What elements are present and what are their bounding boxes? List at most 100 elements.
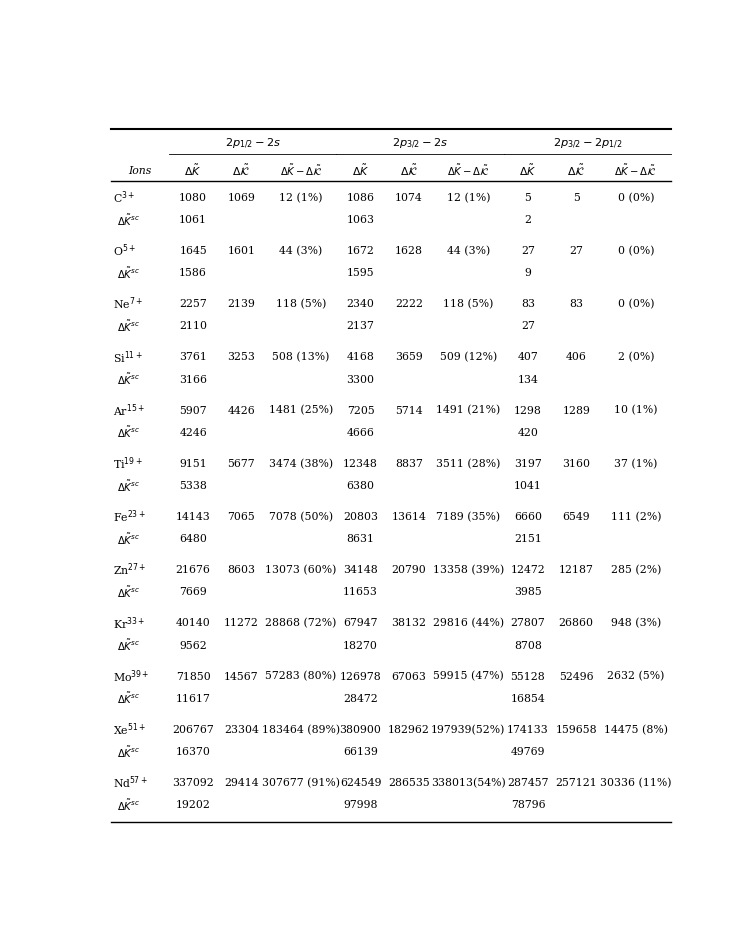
Text: 624549: 624549	[340, 777, 381, 787]
Text: 4168: 4168	[347, 352, 374, 362]
Text: 66139: 66139	[343, 746, 378, 756]
Text: 5338: 5338	[179, 480, 207, 490]
Text: 5: 5	[573, 193, 580, 202]
Text: 1628: 1628	[395, 245, 423, 256]
Text: Fe$^{23+}$: Fe$^{23+}$	[113, 508, 145, 525]
Text: 11272: 11272	[224, 618, 259, 628]
Text: Mo$^{39+}$: Mo$^{39+}$	[113, 667, 149, 684]
Text: 1086: 1086	[347, 193, 374, 202]
Text: 1298: 1298	[514, 405, 542, 415]
Text: 182962: 182962	[388, 724, 430, 734]
Text: 380900: 380900	[339, 724, 381, 734]
Text: 1063: 1063	[347, 214, 374, 225]
Text: Nd$^{57+}$: Nd$^{57+}$	[113, 774, 148, 790]
Text: 12348: 12348	[343, 459, 378, 468]
Text: 2137: 2137	[347, 321, 374, 331]
Text: 97998: 97998	[343, 799, 377, 810]
Text: $2p_{3/2} - 2s$: $2p_{3/2} - 2s$	[392, 137, 448, 151]
Text: $\Delta\tilde{K}^{sc}$: $\Delta\tilde{K}^{sc}$	[117, 637, 140, 652]
Text: $\Delta\tilde{K}^{sc}$: $\Delta\tilde{K}^{sc}$	[117, 584, 140, 599]
Text: 28472: 28472	[343, 694, 378, 703]
Text: 174133: 174133	[507, 724, 549, 734]
Text: 44 (3%): 44 (3%)	[446, 245, 490, 256]
Text: 21676: 21676	[176, 564, 210, 575]
Text: O$^{5+}$: O$^{5+}$	[113, 242, 136, 259]
Text: 3474 (38%): 3474 (38%)	[269, 458, 333, 468]
Text: 118 (5%): 118 (5%)	[443, 299, 494, 309]
Text: 2222: 2222	[395, 299, 423, 309]
Text: 38132: 38132	[391, 618, 426, 628]
Text: 78796: 78796	[511, 799, 545, 810]
Text: 420: 420	[518, 428, 539, 437]
Text: $\Delta\tilde{K} - \Delta\tilde{\mathcal{K}}$: $\Delta\tilde{K} - \Delta\tilde{\mathcal…	[447, 163, 490, 178]
Text: 4426: 4426	[228, 405, 255, 415]
Text: 40140: 40140	[176, 618, 210, 628]
Text: 6549: 6549	[562, 511, 590, 521]
Text: 1069: 1069	[228, 193, 255, 202]
Text: 406: 406	[565, 352, 586, 362]
Text: 8837: 8837	[395, 459, 422, 468]
Text: C$^{3+}$: C$^{3+}$	[113, 189, 135, 206]
Text: 4246: 4246	[179, 428, 207, 437]
Text: 12187: 12187	[559, 564, 594, 575]
Text: 8631: 8631	[347, 534, 374, 544]
Text: 83: 83	[569, 299, 583, 309]
Text: 2 (0%): 2 (0%)	[617, 352, 654, 362]
Text: 1491 (21%): 1491 (21%)	[436, 405, 500, 416]
Text: 111 (2%): 111 (2%)	[610, 511, 661, 521]
Text: 27: 27	[521, 321, 535, 331]
Text: 4666: 4666	[347, 428, 374, 437]
Text: 337092: 337092	[172, 777, 214, 787]
Text: 118 (5%): 118 (5%)	[276, 299, 326, 309]
Text: 183464 (89%): 183464 (89%)	[262, 724, 340, 734]
Text: $\Delta\tilde{K}$: $\Delta\tilde{K}$	[184, 163, 201, 178]
Text: 257121: 257121	[555, 777, 597, 787]
Text: 7205: 7205	[347, 405, 374, 415]
Text: 37 (1%): 37 (1%)	[614, 458, 658, 468]
Text: 8603: 8603	[228, 564, 255, 575]
Text: 7189 (35%): 7189 (35%)	[437, 511, 500, 521]
Text: 59915 (47%): 59915 (47%)	[433, 671, 504, 681]
Text: Ar$^{15+}$: Ar$^{15+}$	[113, 402, 145, 418]
Text: 1061: 1061	[179, 214, 207, 225]
Text: 285 (2%): 285 (2%)	[610, 564, 661, 575]
Text: 44 (3%): 44 (3%)	[279, 245, 323, 256]
Text: 509 (12%): 509 (12%)	[440, 352, 497, 362]
Text: 5907: 5907	[179, 405, 207, 415]
Text: Ti$^{19+}$: Ti$^{19+}$	[113, 455, 142, 472]
Text: Ne$^{7+}$: Ne$^{7+}$	[113, 296, 143, 312]
Text: $2p_{1/2} - 2s$: $2p_{1/2} - 2s$	[225, 137, 281, 151]
Text: 3300: 3300	[347, 374, 374, 385]
Text: 3511 (28%): 3511 (28%)	[436, 458, 500, 468]
Text: 407: 407	[518, 352, 539, 362]
Text: 83: 83	[521, 299, 535, 309]
Text: 1074: 1074	[395, 193, 422, 202]
Text: 18270: 18270	[343, 640, 378, 650]
Text: 20803: 20803	[343, 511, 378, 521]
Text: 9562: 9562	[179, 640, 207, 650]
Text: 307677 (91%): 307677 (91%)	[262, 777, 340, 787]
Text: 7078 (50%): 7078 (50%)	[269, 511, 333, 521]
Text: 13614: 13614	[392, 511, 426, 521]
Text: 3761: 3761	[179, 352, 207, 362]
Text: $\Delta\tilde{K}$: $\Delta\tilde{K}$	[352, 163, 369, 178]
Text: 5677: 5677	[228, 459, 255, 468]
Text: 27: 27	[521, 245, 535, 256]
Text: 8708: 8708	[514, 640, 542, 650]
Text: $\Delta\tilde{K}^{sc}$: $\Delta\tilde{K}^{sc}$	[117, 425, 140, 440]
Text: $\Delta\tilde{\mathcal{K}}$: $\Delta\tilde{\mathcal{K}}$	[232, 163, 250, 178]
Text: 948 (3%): 948 (3%)	[610, 618, 661, 628]
Text: $\Delta\tilde{K}^{sc}$: $\Delta\tilde{K}^{sc}$	[117, 532, 140, 547]
Text: 2257: 2257	[179, 299, 207, 309]
Text: 27: 27	[569, 245, 583, 256]
Text: 5714: 5714	[395, 405, 422, 415]
Text: $\Delta\tilde{K}$: $\Delta\tilde{K}$	[519, 163, 536, 178]
Text: 2: 2	[524, 214, 532, 225]
Text: 20790: 20790	[392, 564, 426, 575]
Text: 28868 (72%): 28868 (72%)	[265, 618, 336, 628]
Text: $\Delta\tilde{K} - \Delta\tilde{\mathcal{K}}$: $\Delta\tilde{K} - \Delta\tilde{\mathcal…	[614, 163, 657, 178]
Text: 12472: 12472	[511, 564, 545, 575]
Text: 14475 (8%): 14475 (8%)	[604, 724, 668, 734]
Text: 3166: 3166	[179, 374, 207, 385]
Text: 2139: 2139	[228, 299, 255, 309]
